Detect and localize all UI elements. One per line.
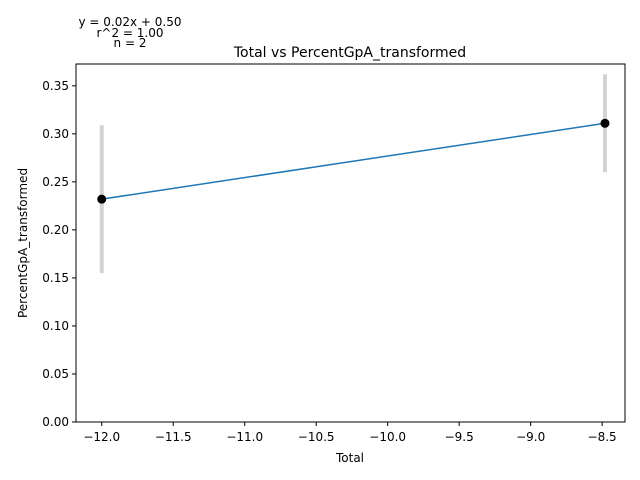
annotation-n: n = 2: [114, 36, 147, 50]
x-tick-label-2: −11.0: [226, 430, 263, 444]
annotation-equation: y = 0.02x + 0.50: [78, 15, 181, 29]
x-tick-label-1: −11.5: [155, 430, 192, 444]
y-tick-label-5: 0.25: [42, 175, 69, 189]
x-tick-label-7: −8.5: [588, 430, 617, 444]
x-tick-label-0: −12.0: [83, 430, 120, 444]
points-layer: [97, 118, 610, 204]
x-tick-label-6: −9.0: [516, 430, 545, 444]
chart-title: Total vs PercentGpA_transformed: [233, 45, 466, 61]
fit-layer: [101, 122, 606, 200]
annotation-r-squared: r^2 = 1.00: [96, 26, 163, 40]
y-tick-label-0: 0.00: [42, 415, 69, 429]
data-point-1: [600, 118, 610, 128]
y-tick-label-2: 0.10: [42, 319, 69, 333]
regression-line: [101, 122, 606, 200]
y-tick-label-6: 0.30: [42, 127, 69, 141]
data-point-0: [97, 194, 107, 204]
y-tick-label-3: 0.15: [42, 271, 69, 285]
y-axis-label: PercentGpA_transformed: [16, 168, 30, 318]
y-tick-label-7: 0.35: [42, 79, 69, 93]
x-tick-label-3: −10.5: [298, 430, 335, 444]
error-bars: [99, 74, 607, 274]
plot-frame: [75, 63, 626, 423]
y-tick-label-1: 0.05: [42, 367, 69, 381]
y-axis-ticks: 0.00 0.05 0.10 0.15 0.20 0.25 0.30 0.35: [42, 79, 76, 429]
x-axis-label: Total: [335, 451, 364, 465]
y-tick-label-4: 0.20: [42, 223, 69, 237]
x-tick-label-5: −9.5: [445, 430, 474, 444]
x-axis-ticks: −12.0 −11.5 −11.0 −10.5 −10.0 −9.5 −9.0 −8.5: [83, 422, 617, 444]
x-tick-label-4: −10.0: [369, 430, 406, 444]
